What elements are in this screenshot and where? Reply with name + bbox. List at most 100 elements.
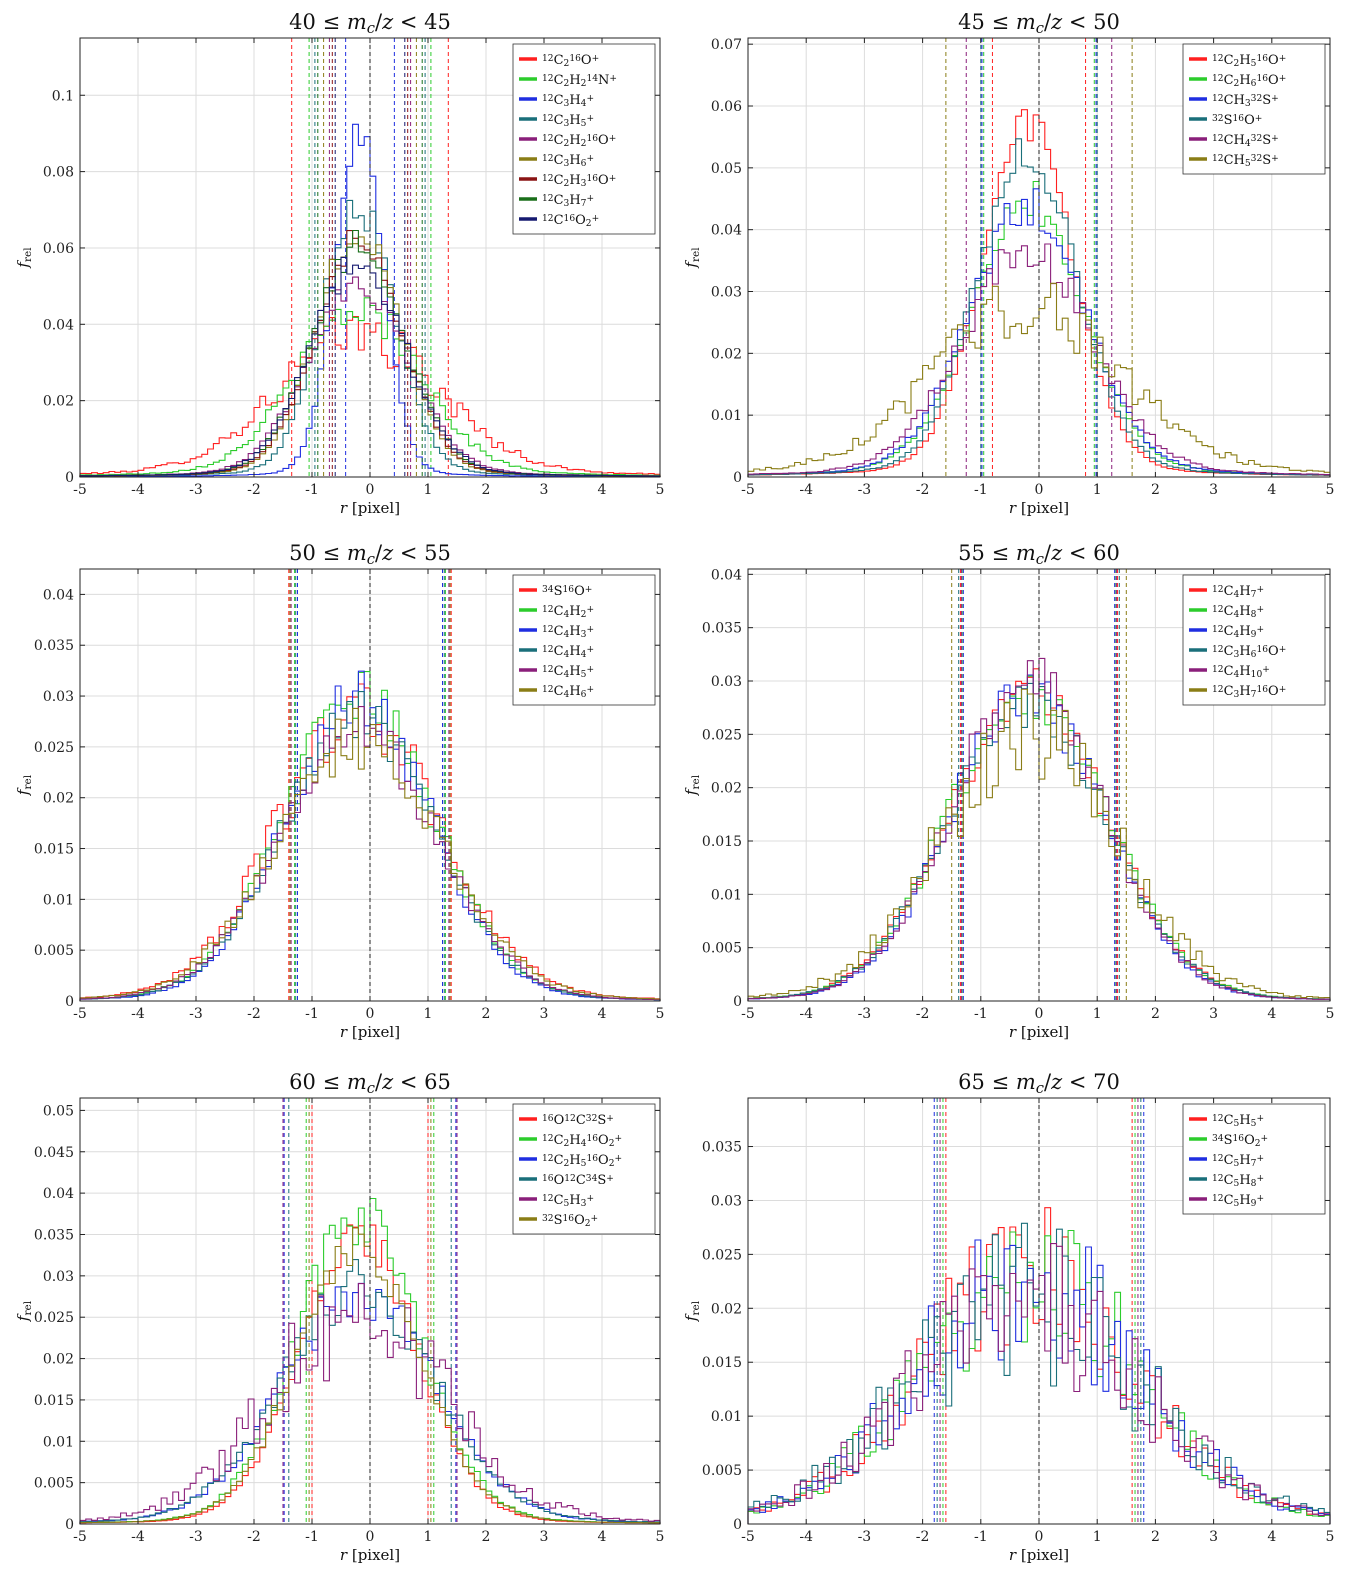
legend-label-1: 12C216O+ <box>542 53 599 69</box>
x-tick-label: 5 <box>656 1529 665 1545</box>
legend: 12C4H7+ 12C4H8+ 12C4H9+ 12C3H616O+ 12C4H10+ 1… <box>1182 574 1326 706</box>
histogram-series-1 <box>79 315 661 477</box>
legend-label-5: 12C2H216O+ <box>542 133 616 149</box>
histogram-series-4 <box>747 1222 1331 1524</box>
x-tick-label: 5 <box>1326 1006 1335 1022</box>
x-tick-label: -2 <box>916 1529 930 1545</box>
x-tick-label: 1 <box>424 482 433 498</box>
x-tick-label: 5 <box>656 482 665 498</box>
x-tick-label: -5 <box>73 1529 87 1545</box>
x-tick-label: -4 <box>131 1006 145 1022</box>
legend-label-8: 12C3H7+ <box>542 193 594 209</box>
y-tick-label: 0.01 <box>711 1409 742 1425</box>
x-axis-label: r [pixel] <box>1009 1546 1069 1564</box>
x-axis-label: r [pixel] <box>1009 1023 1069 1041</box>
x-tick-label: 4 <box>598 1529 607 1545</box>
legend: 12C5H5+ 34S16O2+ 12C5H7+ 12C5H8+ 12C5H9+ <box>1182 1103 1326 1215</box>
chart-panel-1: -5 -4 -3 -2 -1 0 1 2 3 4 5 0 0.02 0.04 0.06 0.08 0.1 40 ≤… <box>14 10 664 517</box>
x-tick-label: 2 <box>482 1006 491 1022</box>
chart-title: 65 ≤ mc/z < 70 <box>958 1070 1120 1097</box>
x-tick-label: 1 <box>1093 1529 1102 1545</box>
y-tick-label: 0.005 <box>702 1463 742 1479</box>
chart-panel-6: -5 -4 -3 -2 -1 0 1 2 3 4 5 0 0.005 0.01 0.015 0.02 0.025… <box>682 1070 1334 1564</box>
x-tick-label: 1 <box>1093 482 1102 498</box>
legend-label-2: 34S16O2+ <box>1212 1133 1268 1149</box>
x-tick-label: -3 <box>189 482 203 498</box>
x-tick-label: 2 <box>1151 1006 1160 1022</box>
legend-label-5: 12C4H10+ <box>1212 664 1270 680</box>
y-tick-label: 0.025 <box>34 1310 74 1326</box>
chart-title: 45 ≤ mc/z < 50 <box>958 10 1120 37</box>
histogram-series-5 <box>747 657 1331 1001</box>
y-tick-label: 0.035 <box>702 1140 742 1156</box>
y-tick-label: 0.03 <box>711 1193 742 1209</box>
x-tick-label: 4 <box>598 1006 607 1022</box>
x-tick-label: 3 <box>540 482 549 498</box>
x-tick-label: 0 <box>1035 1529 1044 1545</box>
x-tick-label: 5 <box>656 1006 665 1022</box>
x-tick-label: 0 <box>366 482 375 498</box>
y-tick-label: 0 <box>733 994 742 1010</box>
x-axis-label: r [pixel] <box>340 1546 400 1564</box>
y-tick-label: 0.03 <box>43 689 74 705</box>
legend-label-4: 12C4H4+ <box>542 644 594 660</box>
x-tick-label: 4 <box>1267 1529 1276 1545</box>
y-tick-label: 0.01 <box>711 887 742 903</box>
legend: 16O12C32S+ 12C2H416O2+ 12C2H516O2+ 16O12C34… <box>512 1103 656 1235</box>
histogram-series-6 <box>79 1227 661 1524</box>
y-tick-label: 0 <box>733 470 742 486</box>
x-tick-label: -3 <box>858 1006 872 1022</box>
chart-title: 40 ≤ mc/z < 45 <box>289 10 451 37</box>
y-tick-label: 0.04 <box>711 567 742 583</box>
y-tick-label: 0.035 <box>702 621 742 637</box>
y-tick-label: 0.02 <box>43 1352 74 1368</box>
legend-label-4: 12C3H5+ <box>542 113 594 129</box>
y-tick-label: 0.04 <box>43 1186 74 1202</box>
x-tick-label: 5 <box>1326 1529 1335 1545</box>
legend-label-3: 12C3H4+ <box>542 93 594 109</box>
x-tick-label: -1 <box>305 482 319 498</box>
legend-label-6: 12C3H6+ <box>542 153 594 169</box>
chart-title: 50 ≤ mc/z < 55 <box>289 541 451 568</box>
x-tick-label: -4 <box>799 1006 813 1022</box>
y-tick-label: 0.04 <box>43 317 74 333</box>
legend-label-2: 12C4H2+ <box>542 604 594 620</box>
y-tick-label: 0.025 <box>34 740 74 756</box>
legend-label-7: 12C2H316O+ <box>542 173 616 189</box>
legend-label-3: 12C2H516O2+ <box>542 1153 622 1169</box>
x-tick-label: 0 <box>1035 1006 1044 1022</box>
y-tick-label: 0.045 <box>34 1145 74 1161</box>
y-tick-label: 0.1 <box>52 88 74 104</box>
histogram-series-1 <box>79 683 661 1001</box>
x-tick-label: 1 <box>424 1006 433 1022</box>
y-axis-label: frel <box>682 1300 702 1322</box>
legend-label-2: 12C4H8+ <box>1212 604 1264 620</box>
x-tick-label: 1 <box>424 1529 433 1545</box>
x-tick-label: -4 <box>799 1529 813 1545</box>
legend-label-5: 12CH432S+ <box>1212 133 1279 149</box>
x-axis-label: r [pixel] <box>340 1023 400 1041</box>
histogram-series-2 <box>79 297 661 477</box>
y-tick-label: 0.03 <box>711 674 742 690</box>
chart-title: 55 ≤ mc/z < 60 <box>958 541 1120 568</box>
x-tick-label: -2 <box>247 1529 261 1545</box>
x-tick-label: 1 <box>1093 1006 1102 1022</box>
legend-label-5: 12C5H3+ <box>542 1193 594 1209</box>
y-tick-label: 0.04 <box>711 223 742 239</box>
x-tick-label: 2 <box>482 1529 491 1545</box>
x-tick-label: 0 <box>366 1006 375 1022</box>
y-tick-label: 0.035 <box>34 1227 74 1243</box>
legend-label-3: 12C5H7+ <box>1212 1153 1264 1169</box>
y-tick-label: 0.035 <box>34 638 74 654</box>
y-tick-label: 0.01 <box>711 408 742 424</box>
y-axis-label: frel <box>14 247 34 269</box>
y-tick-label: 0.005 <box>34 1476 74 1492</box>
legend-label-1: 12C2H516O+ <box>1212 53 1286 69</box>
x-tick-label: -1 <box>974 1006 988 1022</box>
legend-label-5: 12C4H5+ <box>542 664 594 680</box>
legend-label-1: 12C5H5+ <box>1212 1113 1264 1129</box>
x-tick-label: 4 <box>1267 482 1276 498</box>
legend-label-2: 12C2H416O2+ <box>542 1133 622 1149</box>
chart-panel-5: -5 -4 -3 -2 -1 0 1 2 3 4 5 0 0.005 0.01 0.015 0.02 0.025… <box>14 1070 664 1564</box>
x-tick-label: -4 <box>131 482 145 498</box>
